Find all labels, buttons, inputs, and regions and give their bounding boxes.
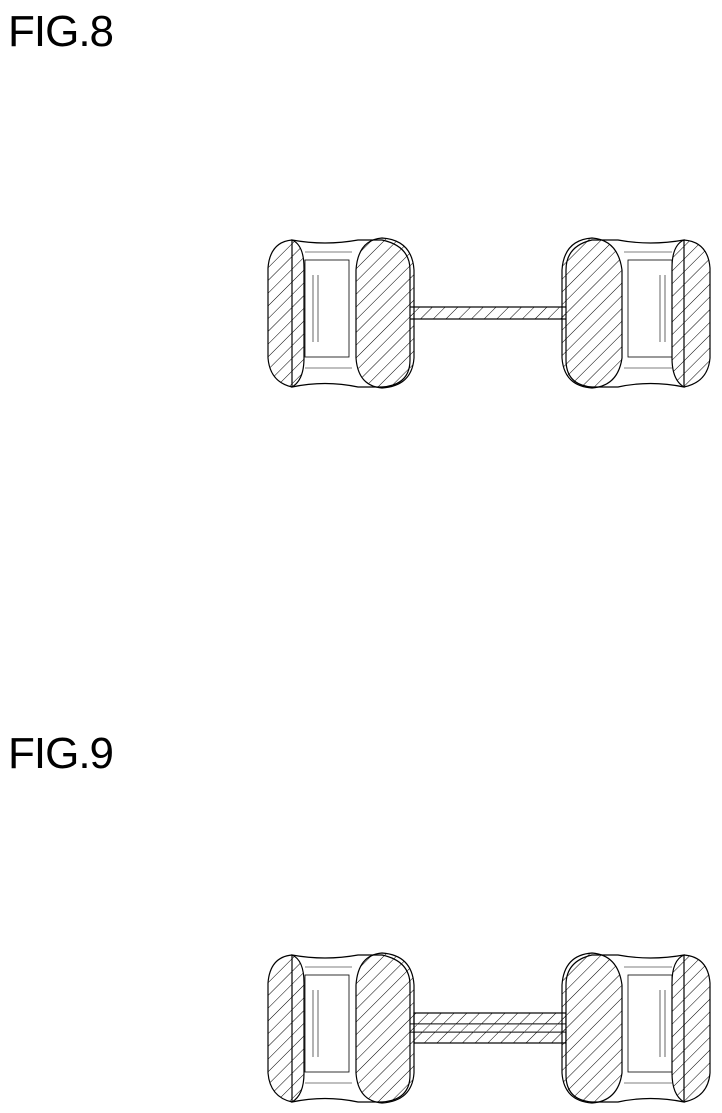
figure-8-drawing bbox=[0, 230, 722, 400]
fig8-left-roller bbox=[268, 238, 414, 388]
figure-9-drawing bbox=[0, 945, 722, 1113]
fig9-right-roller bbox=[562, 953, 710, 1103]
fig9-left-roller bbox=[268, 953, 414, 1103]
figure-9-label: FIG.9 bbox=[8, 732, 113, 776]
figure-8-svg bbox=[0, 230, 722, 400]
fig8-right-roller bbox=[562, 238, 710, 388]
figure-9-svg bbox=[0, 945, 722, 1113]
fig8-shaft bbox=[394, 307, 586, 319]
figure-8-label: FIG.8 bbox=[8, 10, 113, 54]
